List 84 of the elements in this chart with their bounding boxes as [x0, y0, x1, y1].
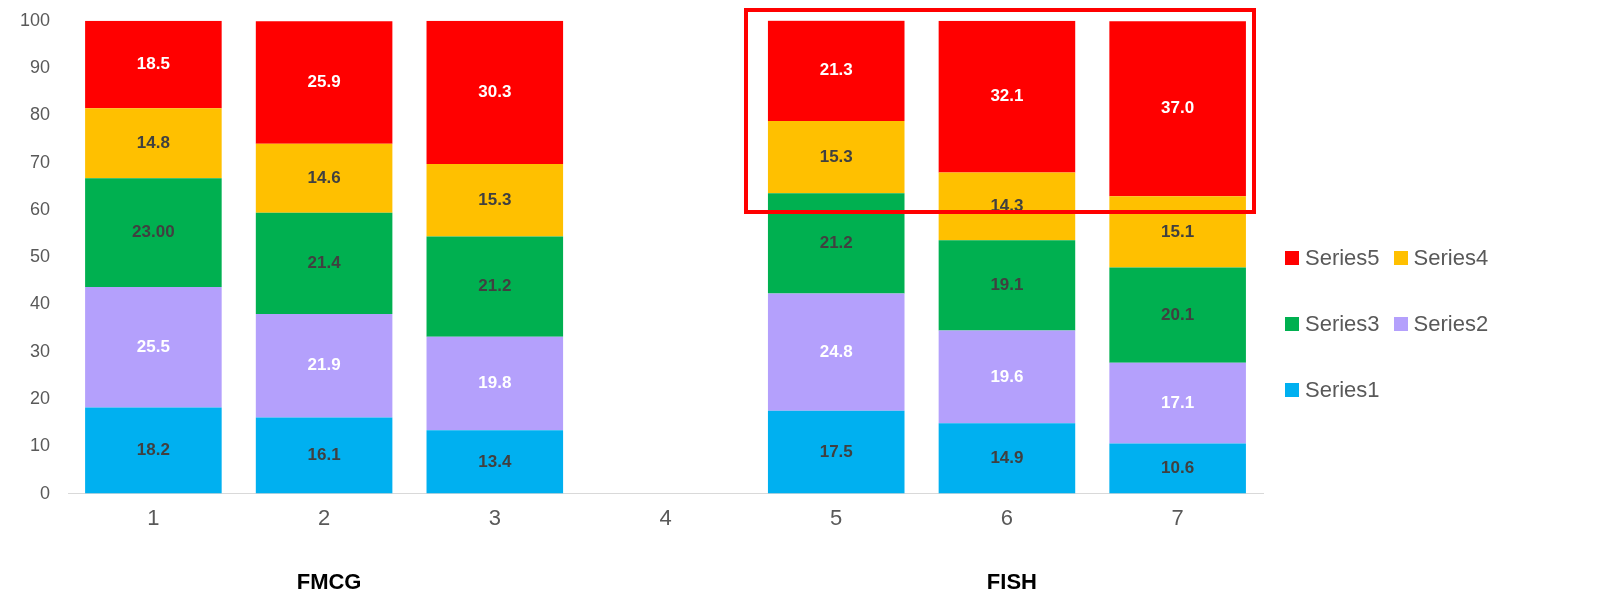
data-label: 21.9 — [307, 355, 341, 375]
bar — [426, 164, 564, 237]
bar — [938, 172, 1076, 241]
legend-label: Series1 — [1305, 377, 1380, 403]
bar — [767, 293, 905, 411]
x-tick-label: 5 — [830, 504, 843, 530]
bar — [85, 286, 222, 408]
bar — [85, 178, 222, 287]
data-label: 19.1 — [990, 275, 1024, 295]
legend-label: Series5 — [1305, 245, 1380, 271]
data-label: 18.5 — [136, 54, 170, 74]
bar — [938, 240, 1076, 331]
data-label: 18.2 — [136, 440, 170, 460]
bar — [426, 236, 564, 337]
bar — [85, 108, 222, 179]
bar — [255, 417, 393, 494]
legend-label: Series3 — [1305, 311, 1380, 337]
legend-label: Series4 — [1413, 245, 1489, 271]
bar — [255, 313, 393, 418]
y-tick-label: 90 — [30, 57, 51, 78]
data-label: 14.9 — [990, 448, 1024, 468]
data-label: 24.8 — [819, 341, 853, 361]
data-label: 25.9 — [307, 72, 341, 92]
bar — [426, 336, 564, 431]
bar — [1109, 362, 1246, 444]
x-tick-label: 4 — [659, 504, 672, 530]
bar — [255, 143, 393, 213]
bar — [1109, 21, 1246, 197]
bar — [767, 121, 905, 194]
data-label: 32.1 — [990, 86, 1024, 106]
bar — [1109, 267, 1246, 363]
bar — [938, 20, 1076, 173]
bar — [1109, 443, 1246, 494]
x-tick-label: 1 — [147, 504, 160, 530]
y-tick-label: 100 — [19, 9, 51, 30]
data-label: 15.1 — [1161, 221, 1195, 241]
data-label: 21.3 — [819, 60, 853, 80]
bar — [767, 410, 905, 494]
data-label: 16.1 — [307, 445, 341, 465]
y-tick-label: 30 — [30, 340, 51, 361]
x-tick-label: 7 — [1171, 504, 1184, 530]
data-label: 21.2 — [819, 233, 853, 253]
data-label: 23.00 — [132, 222, 175, 242]
y-tick-label: 40 — [30, 293, 51, 314]
x-tick-label: 2 — [317, 504, 331, 530]
data-label: 20.1 — [1161, 304, 1195, 324]
bar — [85, 20, 222, 109]
bar — [1109, 196, 1246, 268]
bar — [85, 407, 222, 494]
bar — [426, 430, 564, 494]
y-tick-label: 10 — [30, 435, 51, 456]
bar — [255, 21, 393, 144]
bar — [767, 193, 905, 294]
y-tick-label: 70 — [30, 151, 51, 172]
x-tick-label: 6 — [1000, 504, 1014, 530]
y-tick-label: 50 — [30, 246, 51, 267]
legend-label: Series2 — [1413, 311, 1489, 337]
y-tick-label: 60 — [30, 198, 51, 219]
data-label: 15.3 — [819, 146, 853, 166]
data-label: 25.5 — [136, 336, 170, 356]
data-label: 19.6 — [990, 366, 1024, 386]
y-tick-label: 20 — [30, 388, 51, 409]
y-tick-label: 80 — [30, 104, 51, 125]
bar — [938, 330, 1076, 424]
data-label: 13.4 — [478, 451, 512, 471]
text: FISH — [986, 569, 1037, 595]
bar — [767, 20, 905, 122]
data-label: 15.3 — [478, 189, 512, 209]
data-label: 14.8 — [136, 132, 170, 152]
data-label: 17.5 — [819, 441, 853, 461]
text: FMCG — [296, 569, 362, 595]
data-label: 37.0 — [1161, 98, 1195, 118]
y-tick-label: 0 — [40, 482, 51, 503]
bar — [938, 423, 1076, 494]
bar — [255, 212, 393, 314]
data-label: 19.8 — [478, 373, 512, 393]
data-label: 14.6 — [307, 167, 341, 187]
data-label: 17.1 — [1161, 392, 1195, 412]
bar — [426, 20, 564, 165]
data-label: 21.4 — [307, 253, 342, 273]
data-label: 10.6 — [1161, 458, 1195, 478]
data-label: 21.2 — [478, 276, 512, 296]
x-tick-label: 3 — [488, 504, 501, 530]
data-label: 30.3 — [478, 82, 512, 102]
